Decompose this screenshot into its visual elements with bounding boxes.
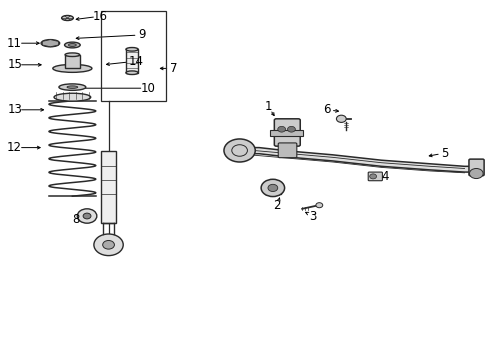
FancyBboxPatch shape <box>274 119 300 146</box>
Circle shape <box>287 126 295 132</box>
Ellipse shape <box>61 15 73 21</box>
Text: 15: 15 <box>7 58 22 71</box>
Circle shape <box>267 184 277 192</box>
Ellipse shape <box>53 64 92 72</box>
Circle shape <box>224 139 255 162</box>
FancyBboxPatch shape <box>468 159 483 176</box>
Circle shape <box>277 126 285 132</box>
Text: 1: 1 <box>264 100 271 113</box>
Ellipse shape <box>67 86 78 88</box>
Bar <box>126 49 138 73</box>
Text: 5: 5 <box>440 147 448 159</box>
Text: 2: 2 <box>273 199 281 212</box>
Ellipse shape <box>126 48 138 51</box>
Text: 9: 9 <box>138 28 145 41</box>
Polygon shape <box>242 148 476 172</box>
Text: 4: 4 <box>381 170 388 183</box>
Ellipse shape <box>54 93 91 101</box>
FancyBboxPatch shape <box>278 143 296 158</box>
Bar <box>101 11 166 101</box>
Bar <box>101 151 116 223</box>
Text: 11: 11 <box>7 37 22 50</box>
Circle shape <box>83 213 91 219</box>
FancyBboxPatch shape <box>367 172 382 181</box>
Polygon shape <box>42 40 58 47</box>
Circle shape <box>77 209 97 223</box>
Circle shape <box>468 168 482 179</box>
Circle shape <box>94 234 123 256</box>
Bar <box>65 55 80 68</box>
Ellipse shape <box>59 84 85 90</box>
Circle shape <box>102 240 114 249</box>
Text: 12: 12 <box>7 141 22 154</box>
Ellipse shape <box>64 42 80 48</box>
Ellipse shape <box>126 71 138 75</box>
Text: 16: 16 <box>93 10 107 23</box>
Circle shape <box>369 174 376 179</box>
Ellipse shape <box>65 53 80 57</box>
Text: 14: 14 <box>128 55 143 68</box>
Circle shape <box>336 115 346 122</box>
Text: 13: 13 <box>7 103 22 116</box>
Text: 7: 7 <box>169 62 177 75</box>
Bar <box>269 130 303 136</box>
Ellipse shape <box>68 44 76 46</box>
Text: 6: 6 <box>322 103 330 116</box>
Circle shape <box>315 203 322 208</box>
Text: 8: 8 <box>72 213 80 226</box>
Text: 3: 3 <box>308 210 316 222</box>
Text: 10: 10 <box>140 82 155 95</box>
Ellipse shape <box>41 40 60 47</box>
Circle shape <box>261 179 284 197</box>
